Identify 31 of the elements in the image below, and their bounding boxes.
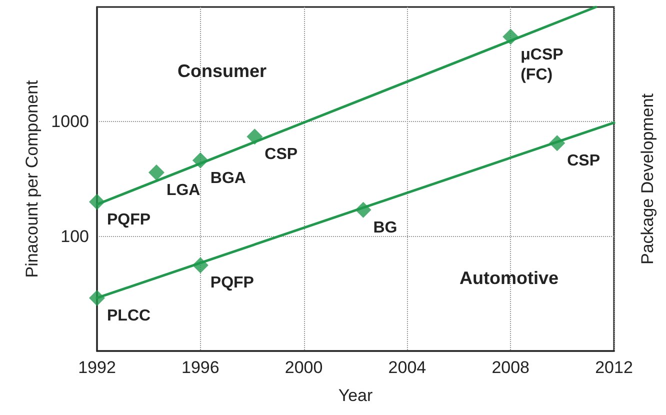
x-tick-label: 2008 — [492, 358, 530, 377]
annotation: CSP — [567, 152, 600, 170]
point — [89, 194, 105, 210]
point — [89, 290, 105, 306]
y-axis-title: Pinacount per Component — [22, 80, 42, 278]
y-tick-label: 1000 — [51, 112, 89, 132]
point — [502, 28, 519, 45]
y2-axis-title: Package Development — [638, 93, 657, 265]
x-tick-label: 2004 — [388, 358, 426, 377]
annotation: LGA — [166, 182, 201, 200]
point — [246, 128, 263, 145]
annotation: PQFP — [107, 211, 151, 228]
annotation: PQFP — [210, 274, 254, 292]
annotation: CSP — [264, 146, 298, 164]
x-tick-label: 1992 — [78, 358, 116, 377]
x-tick-label: 2000 — [284, 358, 323, 377]
annotation: PLCC — [107, 307, 151, 324]
annotation: μCSP (FC) — [520, 46, 564, 84]
point — [549, 135, 566, 152]
annotation: BGA — [210, 170, 246, 187]
annotation: BG — [373, 219, 398, 236]
x-tick-label: 2012 — [595, 358, 633, 377]
annotation: Automotive — [460, 268, 558, 288]
point — [192, 257, 208, 274]
annotation: Consumer — [177, 61, 267, 81]
x-axis-title: Year — [338, 386, 374, 405]
x-tick-label: 1996 — [181, 358, 220, 377]
point — [192, 152, 208, 168]
point — [148, 164, 164, 181]
point — [355, 202, 372, 218]
y-tick-label: 100 — [60, 226, 89, 246]
